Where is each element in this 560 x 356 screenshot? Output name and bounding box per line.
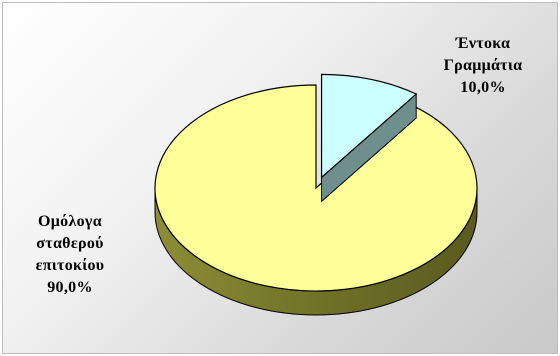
slice-label-treasury-bills-line2: Γραμμάτια [443,57,523,74]
slice-label-fixed-rate-bonds: Ομόλογα σταθερού επιτοκίου 90,0% [15,211,125,299]
slice-label-fixed-rate-bonds-line2: σταθερού [36,235,104,252]
pie-slice-top-1 [320,73,418,179]
pie-chart [154,73,478,316]
pie-slice-top-0 [154,84,478,292]
slice-label-fixed-rate-bonds-line3: επιτοκίου [35,257,105,274]
pie-slice-1 [320,73,418,203]
slice-label-treasury-bills: Έντοκα Γραμμάτια 10,0% [423,33,543,99]
slice-label-treasury-bills-line1: Έντοκα [455,35,511,52]
slice-percent-treasury-bills: 10,0% [460,79,506,96]
pie-slice-0 [154,84,478,316]
slice-label-fixed-rate-bonds-line1: Ομόλογα [38,213,102,230]
slice-percent-fixed-rate-bonds: 90,0% [47,279,93,296]
